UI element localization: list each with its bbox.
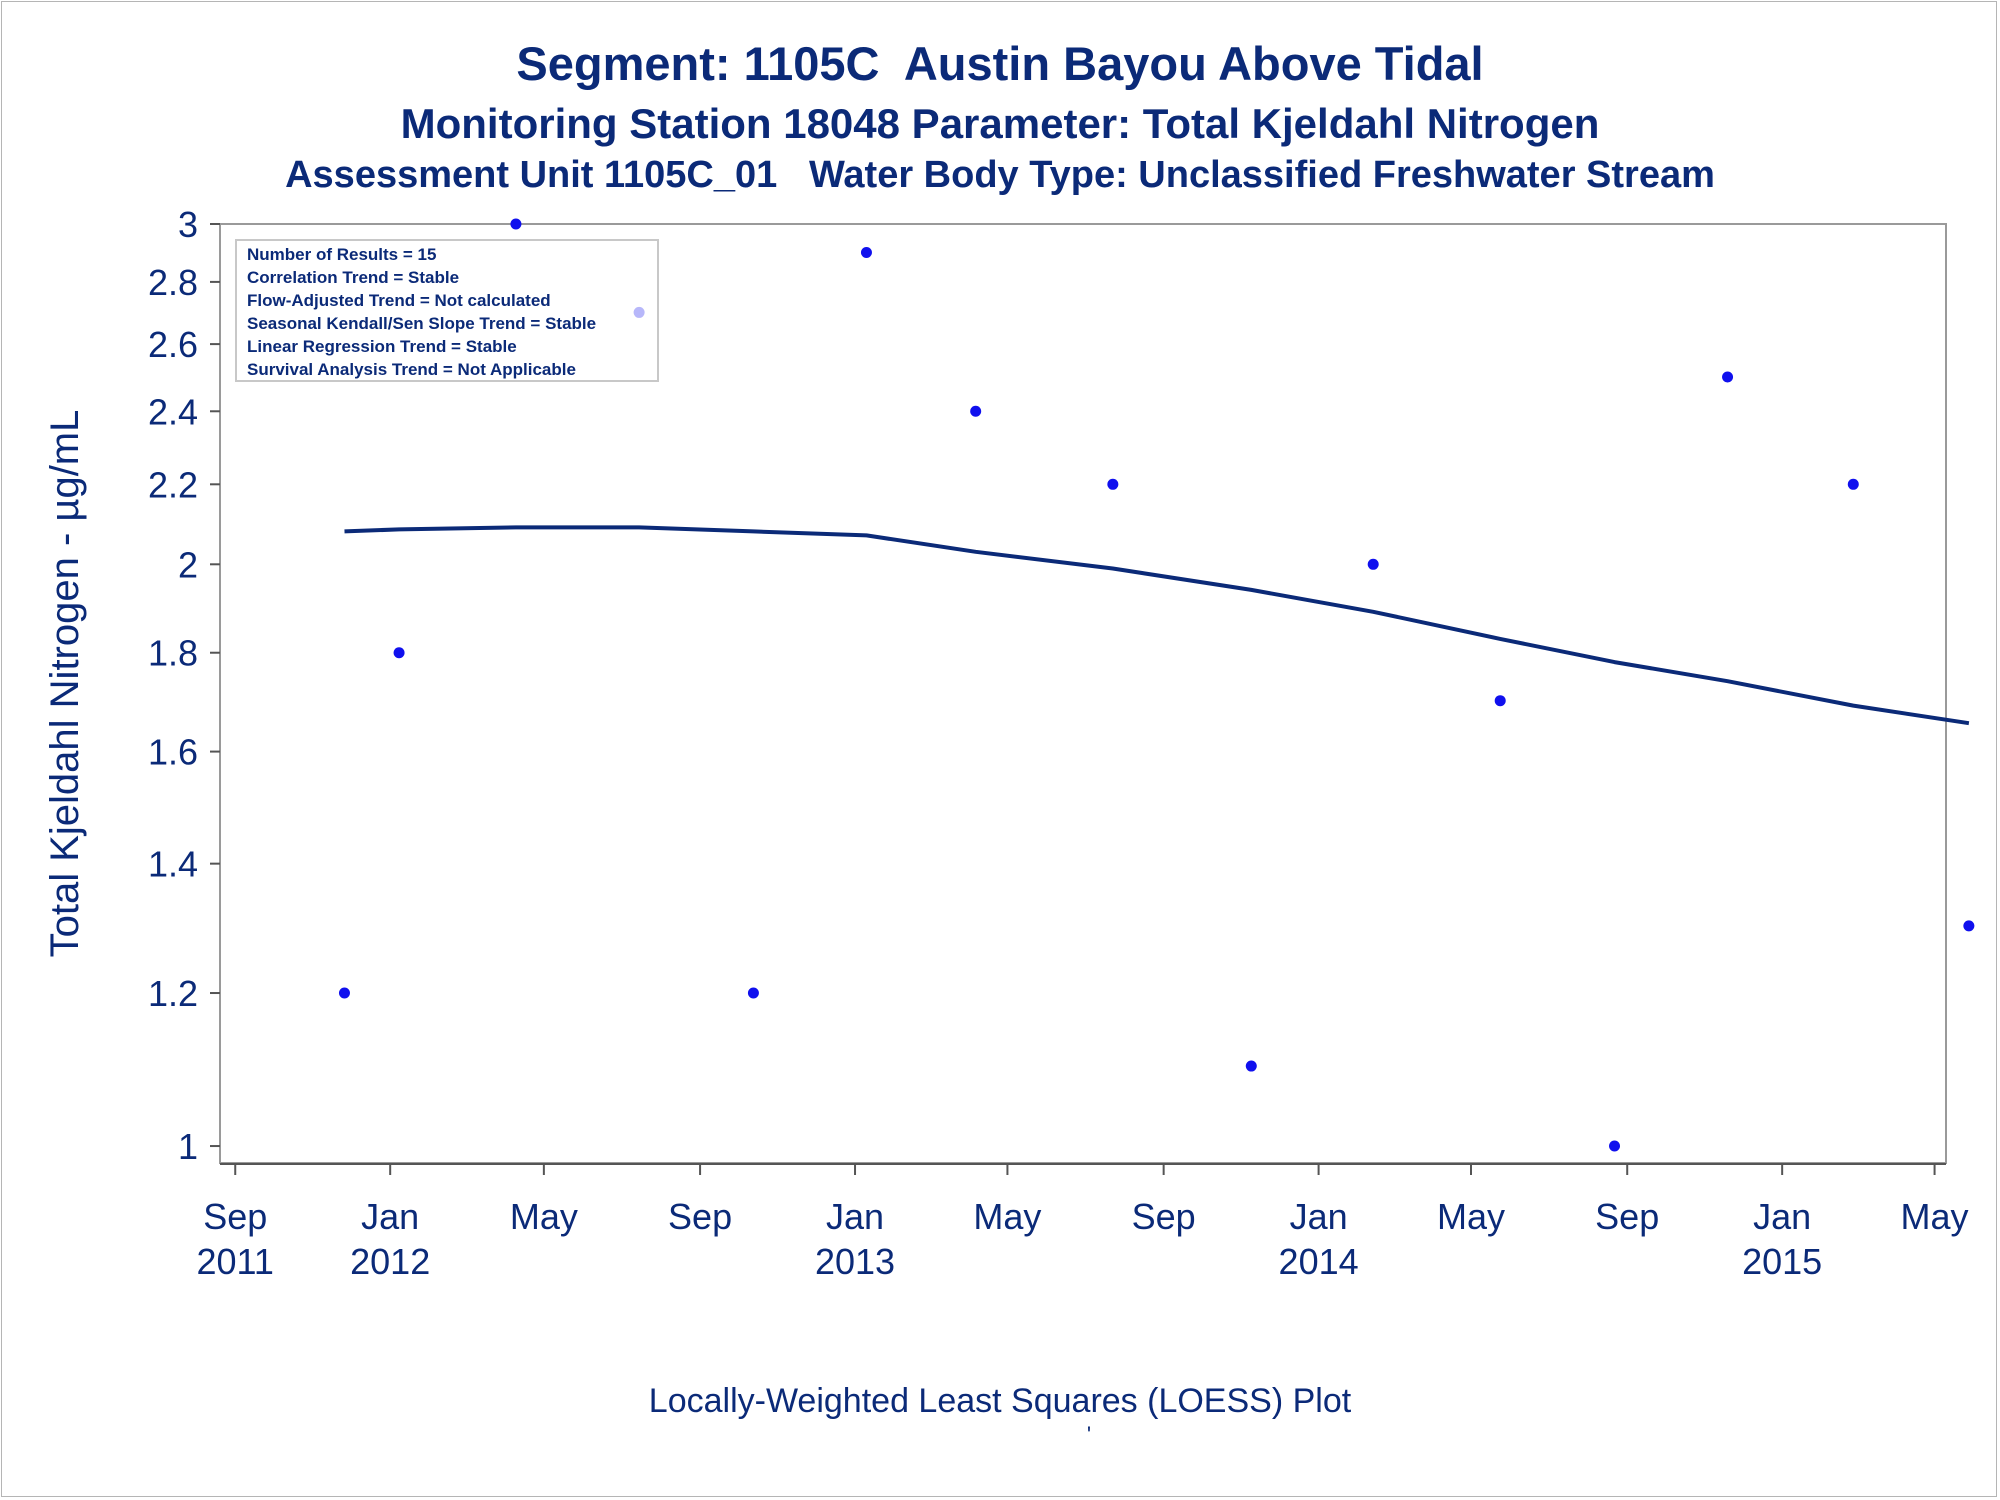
data-point (1722, 371, 1734, 383)
y-tick-label: 1.6 (148, 732, 198, 773)
x-tick-label-month: Sep (203, 1196, 267, 1237)
x-tick-label-month: May (1437, 1196, 1505, 1237)
data-point (338, 987, 350, 999)
data-point (1847, 478, 1859, 490)
plot-method-caption: Locally-Weighted Least Squares (LOESS) P… (648, 1382, 1352, 1420)
data-point (1245, 1060, 1257, 1072)
data-point (1494, 695, 1506, 707)
y-tick-label: 1.2 (148, 973, 198, 1014)
x-tick-label-year: 2012 (350, 1241, 430, 1282)
stats-box: Number of Results = 15 Correlation Trend … (235, 239, 659, 382)
y-tick-label: 1.8 (148, 633, 198, 674)
x-tick-label-year: 2011 (197, 1241, 274, 1282)
data-point (393, 647, 405, 659)
data-point (1963, 920, 1975, 932)
y-tick-label: 2.2 (148, 464, 198, 505)
stats-line: Flow-Adjusted Trend = Not calculated (247, 291, 551, 310)
data-point (1367, 558, 1379, 570)
x-tick-label-year: 2014 (1279, 1241, 1359, 1282)
stats-line: Number of Results = 15 (247, 245, 436, 264)
chart-subtitle-assessment: Assessment Unit 1105C_01 Water Body Type… (285, 154, 1715, 196)
loess-trend (344, 525, 1970, 726)
data-point (510, 218, 522, 230)
stats-line: Correlation Trend = Stable (247, 268, 459, 287)
data-point (860, 246, 872, 258)
y-tick-label: 2.8 (148, 262, 198, 303)
stats-line: Survival Analysis Trend = Not Applicable (247, 360, 576, 379)
y-tick-label: 2 (178, 544, 198, 585)
footer-mark: ' (1086, 1422, 1092, 1447)
x-tick-label-month: Jan (1753, 1196, 1811, 1237)
data-point (1107, 478, 1119, 490)
y-tick-label: 3 (178, 204, 198, 245)
chart-title: Segment: 1105C Austin Bayou Above Tidal (516, 37, 1484, 90)
data-point (970, 405, 982, 417)
x-tick-label-month: Jan (826, 1196, 884, 1237)
stats-box-frame (235, 239, 659, 382)
stats-line: Linear Regression Trend = Stable (247, 337, 517, 356)
y-tick-label: 2.6 (148, 324, 198, 365)
y-axis-title: Total Kjeldahl Nitrogen - µg/mL (43, 410, 87, 958)
x-tick-label-year: 2015 (1742, 1241, 1822, 1282)
x-tick-label-month: May (510, 1196, 578, 1237)
y-tick-label: 1.4 (148, 844, 198, 885)
x-tick-label-month: May (1901, 1196, 1969, 1237)
y-tick-label: 1 (178, 1126, 198, 1167)
data-point (1609, 1140, 1621, 1152)
x-tick-label-month: Sep (1595, 1196, 1659, 1237)
y-axis: 1 1.2 1.4 1.6 1.8 2 2.2 2.4 2.6 2.8 3 (148, 204, 220, 1167)
x-tick-label-month: Jan (361, 1196, 419, 1237)
loess-line (344, 525, 1970, 726)
chart-subtitle-station: Monitoring Station 18048 Parameter: Tota… (400, 100, 1600, 147)
stats-line: Seasonal Kendall/Sen Slope Trend = Stabl… (247, 314, 596, 333)
x-tick-label-year: 2013 (815, 1241, 895, 1282)
x-tick-label-month: Sep (668, 1196, 732, 1237)
x-tick-label-month: Jan (1290, 1196, 1348, 1237)
y-tick-label: 2.4 (148, 391, 198, 432)
x-tick-label-month: May (973, 1196, 1041, 1237)
data-point (747, 987, 759, 999)
x-tick-label-month: Sep (1132, 1196, 1196, 1237)
